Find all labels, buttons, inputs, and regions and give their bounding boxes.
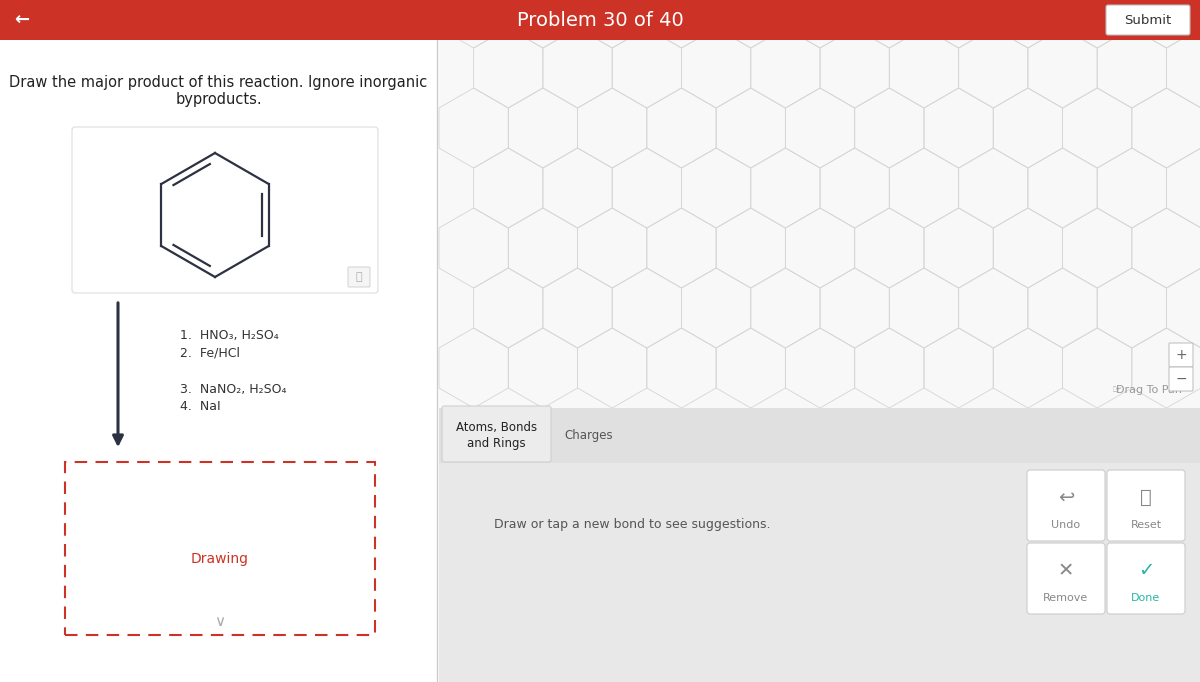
Bar <box>439 463 1200 682</box>
Text: Remove: Remove <box>1043 593 1088 603</box>
Bar <box>65 462 374 635</box>
Bar <box>0 0 1200 40</box>
Text: ↩: ↩ <box>1058 488 1074 507</box>
Text: Drag To Pan: Drag To Pan <box>1116 385 1182 395</box>
Text: 3.  NaNO₂, H₂SO₄: 3. NaNO₂, H₂SO₄ <box>180 383 287 396</box>
Text: +: + <box>1175 348 1187 362</box>
Text: Draw the major product of this reaction. Ignore inorganic
byproducts.: Draw the major product of this reaction.… <box>10 75 427 107</box>
Text: −: − <box>1175 372 1187 386</box>
FancyBboxPatch shape <box>72 127 378 293</box>
Text: 1.  HNO₃, H₂SO₄: 1. HNO₃, H₂SO₄ <box>180 329 278 342</box>
FancyBboxPatch shape <box>1169 343 1193 367</box>
Text: ☞: ☞ <box>1112 385 1122 395</box>
FancyBboxPatch shape <box>1169 367 1193 391</box>
Text: 🗑: 🗑 <box>1140 488 1152 507</box>
Text: ←: ← <box>14 11 30 29</box>
Text: Charges: Charges <box>565 429 613 442</box>
Text: ∨: ∨ <box>215 614 226 629</box>
Text: Done: Done <box>1132 593 1160 603</box>
Text: ✕: ✕ <box>1058 561 1074 580</box>
Text: Atoms, Bonds
and Rings: Atoms, Bonds and Rings <box>456 421 538 449</box>
FancyBboxPatch shape <box>1106 5 1190 35</box>
Bar <box>439 40 1200 408</box>
Text: Problem 30 of 40: Problem 30 of 40 <box>517 10 683 29</box>
Text: 2.  Fe/HCl: 2. Fe/HCl <box>180 346 240 359</box>
Text: Reset: Reset <box>1130 520 1162 530</box>
FancyBboxPatch shape <box>1108 470 1186 541</box>
Text: Draw or tap a new bond to see suggestions.: Draw or tap a new bond to see suggestion… <box>494 518 770 531</box>
FancyBboxPatch shape <box>1027 470 1105 541</box>
Text: ⌕: ⌕ <box>355 272 362 282</box>
Text: Undo: Undo <box>1051 520 1080 530</box>
Text: Drawing: Drawing <box>191 552 250 565</box>
Bar <box>439 408 1200 463</box>
FancyBboxPatch shape <box>348 267 370 287</box>
Text: Submit: Submit <box>1124 14 1171 27</box>
FancyBboxPatch shape <box>1108 543 1186 614</box>
FancyBboxPatch shape <box>442 406 551 462</box>
Text: ✓: ✓ <box>1138 561 1154 580</box>
FancyBboxPatch shape <box>1027 543 1105 614</box>
Text: 4.  NaI: 4. NaI <box>180 400 221 413</box>
Bar <box>0 40 437 682</box>
